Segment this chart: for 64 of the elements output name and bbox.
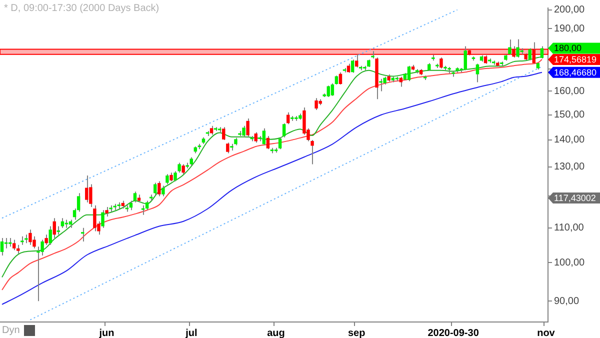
candlestick bbox=[162, 185, 165, 197]
candlestick bbox=[129, 200, 133, 211]
candlestick bbox=[440, 56, 443, 69]
candlestick bbox=[254, 132, 258, 144]
y-tick-label: 110,00 bbox=[554, 222, 584, 234]
text: 174,56819 bbox=[554, 54, 597, 64]
candlestick bbox=[282, 122, 286, 138]
candlestick bbox=[338, 72, 342, 85]
candlestick bbox=[28, 229, 32, 246]
candlestick bbox=[330, 82, 334, 96]
candlestick bbox=[60, 218, 64, 228]
x-tick-label: sep bbox=[348, 328, 366, 338]
text: 168,46680 bbox=[554, 67, 597, 78]
candlestick bbox=[326, 85, 330, 98]
x-tick-label: jul bbox=[184, 328, 198, 338]
chart-title: * D, 09:00-17:30 (2000 Days Back) bbox=[4, 3, 160, 14]
candlestick bbox=[166, 174, 169, 185]
candlestick bbox=[158, 180, 161, 197]
candlestick bbox=[540, 46, 544, 60]
candlestick bbox=[80, 227, 84, 242]
x-tick-label: aug bbox=[267, 328, 285, 338]
candlestick bbox=[516, 38, 520, 58]
candlestick bbox=[12, 239, 16, 251]
candlestick bbox=[262, 128, 266, 146]
y-tick-label: 160,00 bbox=[554, 86, 586, 97]
y-tick-label: 200,00 bbox=[554, 4, 586, 16]
text: 117,43002 bbox=[554, 192, 596, 203]
candlestick bbox=[528, 48, 532, 61]
candlestick bbox=[141, 204, 145, 216]
y-tick-label: 90,00 bbox=[554, 296, 580, 307]
x-tick-label: 2020-09-30 bbox=[428, 328, 480, 338]
candlestick bbox=[85, 175, 88, 203]
candlestick bbox=[464, 46, 468, 71]
candlestick bbox=[314, 98, 318, 110]
candlestick bbox=[508, 38, 512, 56]
candlestick bbox=[379, 78, 382, 92]
y-tick-label: 100,00 bbox=[554, 257, 586, 268]
candlestick bbox=[178, 162, 181, 174]
text: Dyn bbox=[2, 325, 20, 336]
candlestick bbox=[52, 218, 56, 239]
candlestick bbox=[226, 142, 230, 154]
x-tick-label: jun bbox=[98, 328, 114, 338]
candlestick bbox=[145, 200, 149, 211]
candlestick bbox=[407, 65, 411, 82]
candlestick bbox=[93, 204, 96, 232]
candlestick bbox=[476, 63, 480, 83]
text: 180,00 bbox=[554, 43, 582, 54]
candlestick bbox=[4, 238, 8, 249]
candlestick bbox=[242, 125, 246, 138]
candlestick bbox=[133, 191, 137, 203]
y-tick-label: 140,00 bbox=[554, 134, 586, 146]
candlestick bbox=[174, 170, 177, 182]
candlestick bbox=[246, 118, 250, 138]
y-tick-label: 150,00 bbox=[554, 110, 586, 121]
y-tick-label: 130,00 bbox=[554, 162, 586, 173]
candlestick bbox=[154, 182, 157, 196]
x-tick-label: nov bbox=[537, 328, 556, 338]
candlestick bbox=[222, 126, 226, 140]
candlestick bbox=[182, 164, 185, 175]
candlestick bbox=[48, 226, 52, 246]
candlestick bbox=[350, 59, 354, 74]
candlestick bbox=[278, 136, 282, 150]
y-tick-label: 190,00 bbox=[554, 23, 586, 34]
candlestick bbox=[0, 238, 4, 256]
